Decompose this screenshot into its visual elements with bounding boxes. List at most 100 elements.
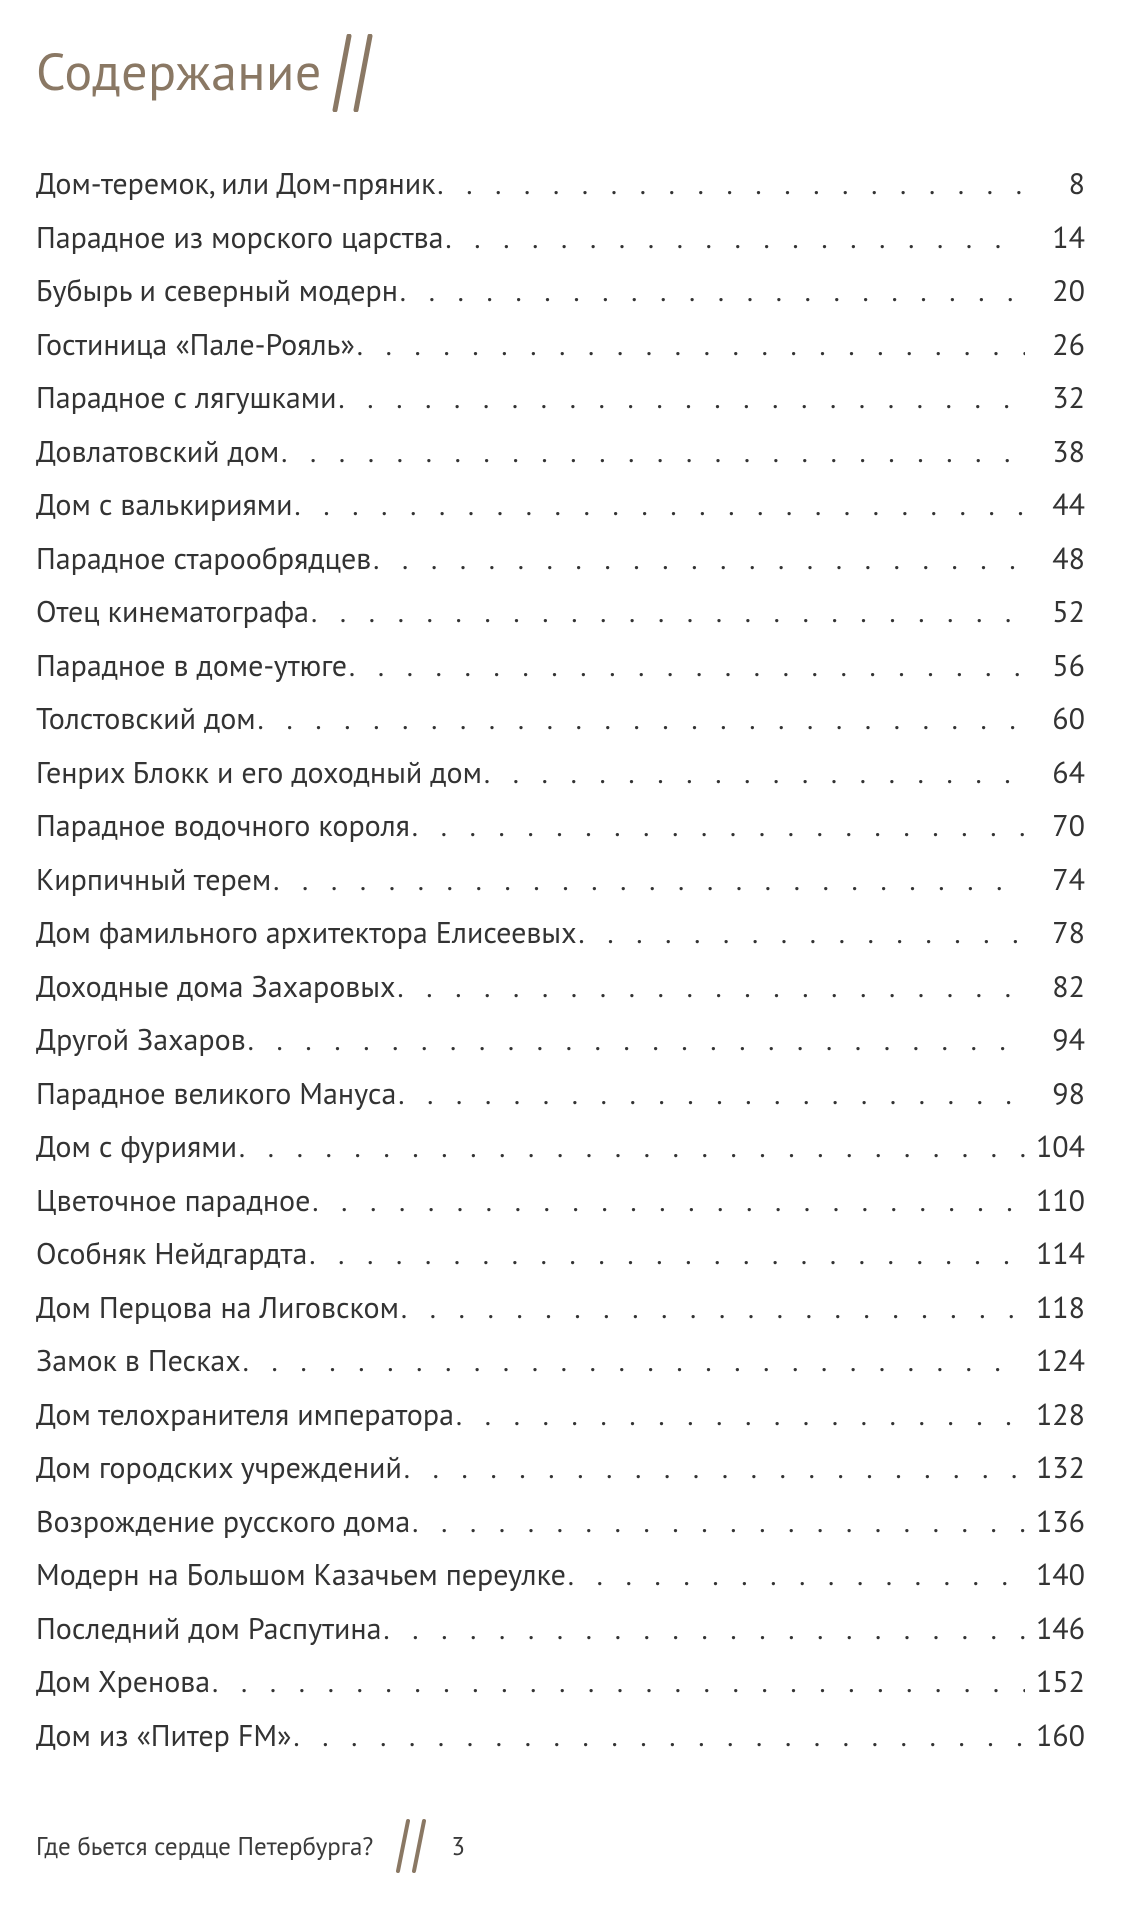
- toc-entry-title: Другой Захаров: [36, 1022, 246, 1058]
- toc-entry-page: 52: [1025, 594, 1085, 630]
- toc-entry-page: 110: [1025, 1183, 1085, 1219]
- toc-entry: Замок в Песках. . . . . . . . . . . . . …: [36, 1343, 1085, 1379]
- toc-entry-title: Дом Хренова: [36, 1664, 210, 1700]
- toc-entry-title: Парадное из морского царства: [36, 220, 444, 256]
- toc-leader-dots: . . . . . . . . . . . . . . . . . . . . …: [310, 1184, 1025, 1218]
- toc-entry-page: 60: [1025, 701, 1085, 737]
- toc-entry-title: Особняк Нейдгардта: [36, 1236, 307, 1272]
- toc-entry: Парадное старообрядцев. . . . . . . . . …: [36, 541, 1085, 577]
- toc-entry: Довлатовский дом. . . . . . . . . . . . …: [36, 434, 1085, 470]
- toc-entry-title: Довлатовский дом: [36, 434, 279, 470]
- toc-entry: Доходные дома Захаровых. . . . . . . . .…: [36, 969, 1085, 1005]
- toc-leader-dots: . . . . . . . . . . . . . . . . . . . . …: [566, 1558, 1025, 1592]
- toc-entry: Дом фамильного архитектора Елисеевых. . …: [36, 915, 1085, 951]
- toc-entry-title: Кирпичный терем: [36, 862, 271, 898]
- toc-entry-title: Гостиница «Пале-Рояль»: [36, 327, 355, 363]
- toc-leader-dots: . . . . . . . . . . . . . . . . . . . . …: [246, 1023, 1025, 1057]
- toc-entry-title: Дом-теремок, или Дом-пряник: [36, 166, 435, 202]
- toc-entry: Парадное в доме-утюге. . . . . . . . . .…: [36, 648, 1085, 684]
- toc-entry-title: Дом городских учреждений: [36, 1450, 402, 1486]
- toc-entry: Дом городских учреждений. . . . . . . . …: [36, 1450, 1085, 1486]
- toc-entry-title: Парадное великого Мануса: [36, 1076, 396, 1112]
- toc-leader-dots: . . . . . . . . . . . . . . . . . . . . …: [399, 1291, 1025, 1325]
- toc-entry: Дом Хренова. . . . . . . . . . . . . . .…: [36, 1664, 1085, 1700]
- toc-entry-page: 152: [1025, 1664, 1085, 1700]
- toc-entry-title: Возрождение русского дома: [36, 1504, 410, 1540]
- toc-entry: Последний дом Распутина. . . . . . . . .…: [36, 1611, 1085, 1647]
- toc-leader-dots: . . . . . . . . . . . . . . . . . . . . …: [279, 435, 1025, 469]
- toc-entry: Цветочное парадное. . . . . . . . . . . …: [36, 1183, 1085, 1219]
- toc-entry-title: Дом с фуриями: [36, 1129, 237, 1165]
- footer: Где бьется сердце Петербурга? 3: [36, 1819, 465, 1873]
- toc-entry-page: 56: [1025, 648, 1085, 684]
- toc-entry: Дом Перцова на Лиговском. . . . . . . . …: [36, 1290, 1085, 1326]
- toc-entry: Парадное великого Мануса. . . . . . . . …: [36, 1076, 1085, 1112]
- toc-leader-dots: . . . . . . . . . . . . . . . . . . . . …: [396, 970, 1026, 1004]
- toc-entry: Особняк Нейдгардта. . . . . . . . . . . …: [36, 1236, 1085, 1272]
- toc-entry-page: 114: [1025, 1236, 1085, 1272]
- toc-entry-page: 26: [1025, 327, 1085, 363]
- toc-heading: Содержание: [36, 38, 322, 105]
- toc-leader-dots: . . . . . . . . . . . . . . . . . . . . …: [444, 221, 1026, 255]
- toc-leader-dots: . . . . . . . . . . . . . . . . . . . . …: [336, 381, 1025, 415]
- toc-entry-title: Доходные дома Захаровых: [36, 969, 396, 1005]
- toc-entry-title: Бубырь и северный модерн: [36, 273, 398, 309]
- toc-leader-dots: . . . . . . . . . . . . . . . . . . . . …: [293, 488, 1025, 522]
- toc-entry: Бубырь и северный модерн. . . . . . . . …: [36, 273, 1085, 309]
- toc-entry-page: 48: [1025, 541, 1085, 577]
- toc-entry-title: Дом телохранителя императора: [36, 1397, 454, 1433]
- toc-leader-dots: . . . . . . . . . . . . . . . . . . . . …: [381, 1612, 1025, 1646]
- toc-entry-page: 136: [1025, 1504, 1085, 1540]
- toc-entry-title: Дом Перцова на Лиговском: [36, 1290, 399, 1326]
- toc-entry-page: 32: [1025, 380, 1085, 416]
- toc-entry: Парадное с лягушками. . . . . . . . . . …: [36, 380, 1085, 416]
- toc-entry-title: Модерн на Большом Казачьем переулке: [36, 1557, 566, 1593]
- toc-entry-title: Парадное в доме-утюге: [36, 648, 347, 684]
- toc-entry-page: 94: [1025, 1022, 1085, 1058]
- toc-leader-dots: . . . . . . . . . . . . . . . . . . . . …: [210, 1665, 1025, 1699]
- toc-entry: Парадное из морского царства. . . . . . …: [36, 220, 1085, 256]
- toc-entry-page: 132: [1025, 1450, 1085, 1486]
- toc-entry-page: 124: [1025, 1343, 1085, 1379]
- toc-entry-title: Цветочное парадное: [36, 1183, 310, 1219]
- toc-leader-dots: . . . . . . . . . . . . . . . . . . . . …: [398, 274, 1025, 308]
- toc-entry-title: Последний дом Распутина: [36, 1611, 381, 1647]
- toc-entry-page: 160: [1025, 1718, 1085, 1754]
- toc-leader-dots: . . . . . . . . . . . . . . . . . . . . …: [482, 756, 1025, 790]
- toc-entry-page: 44: [1025, 487, 1085, 523]
- toc-entry-title: Дом с валькириями: [36, 487, 293, 523]
- toc-entry: Дом с фуриями. . . . . . . . . . . . . .…: [36, 1129, 1085, 1165]
- toc-entry: Дом-теремок, или Дом-пряник. . . . . . .…: [36, 166, 1085, 202]
- footer-book-title: Где бьется сердце Петербурга?: [36, 1830, 373, 1862]
- toc-leader-dots: . . . . . . . . . . . . . . . . . . . . …: [237, 1130, 1025, 1164]
- table-of-contents: Дом-теремок, или Дом-пряник . . . . . . .…: [36, 166, 1085, 1754]
- toc-entry-page: 82: [1025, 969, 1085, 1005]
- toc-entry-page: 118: [1025, 1290, 1085, 1326]
- header: Содержание: [36, 38, 1085, 112]
- toc-entry-page: 146: [1025, 1611, 1085, 1647]
- toc-entry-page: 14: [1025, 220, 1085, 256]
- toc-entry-title: Парадное водочного короля: [36, 808, 410, 844]
- page: Содержание Дом-теремок, или Дом-пряник . …: [0, 0, 1125, 1915]
- toc-entry: Отец кинематографа. . . . . . . . . . . …: [36, 594, 1085, 630]
- toc-entry-title: Дом фамильного архитектора Елисеевых: [36, 915, 577, 951]
- toc-entry-title: Парадное старообрядцев: [36, 541, 371, 577]
- toc-entry-page: 8: [1025, 166, 1085, 202]
- toc-leader-dots: . . . . . . . . . . . . . . . . . . . . …: [241, 1344, 1025, 1378]
- footer-page-number: 3: [451, 1830, 465, 1862]
- toc-leader-dots: . . . . . . . . . . . . . . . . . . . . …: [355, 328, 1025, 362]
- toc-leader-dots: . . . . . . . . . . . . . . . . . . . . …: [410, 1505, 1025, 1539]
- toc-entry-title: Толстовский дом: [36, 701, 256, 737]
- toc-entry-page: 70: [1025, 808, 1085, 844]
- toc-entry-page: 140: [1025, 1557, 1085, 1593]
- toc-entry: Гостиница «Пале-Рояль». . . . . . . . . …: [36, 327, 1085, 363]
- toc-leader-dots: . . . . . . . . . . . . . . . . . . . . …: [371, 542, 1025, 576]
- toc-entry: Генрих Блокк и его доходный дом. . . . .…: [36, 755, 1085, 791]
- toc-entry-page: 128: [1025, 1397, 1085, 1433]
- toc-entry-title: Замок в Песках: [36, 1343, 241, 1379]
- double-slash-icon: [395, 1819, 429, 1873]
- toc-entry-page: 98: [1025, 1076, 1085, 1112]
- toc-entry-title: Отец кинематографа: [36, 594, 309, 630]
- toc-entry-page: 74: [1025, 862, 1085, 898]
- toc-leader-dots: . . . . . . . . . . . . . . . . . . . . …: [577, 916, 1025, 950]
